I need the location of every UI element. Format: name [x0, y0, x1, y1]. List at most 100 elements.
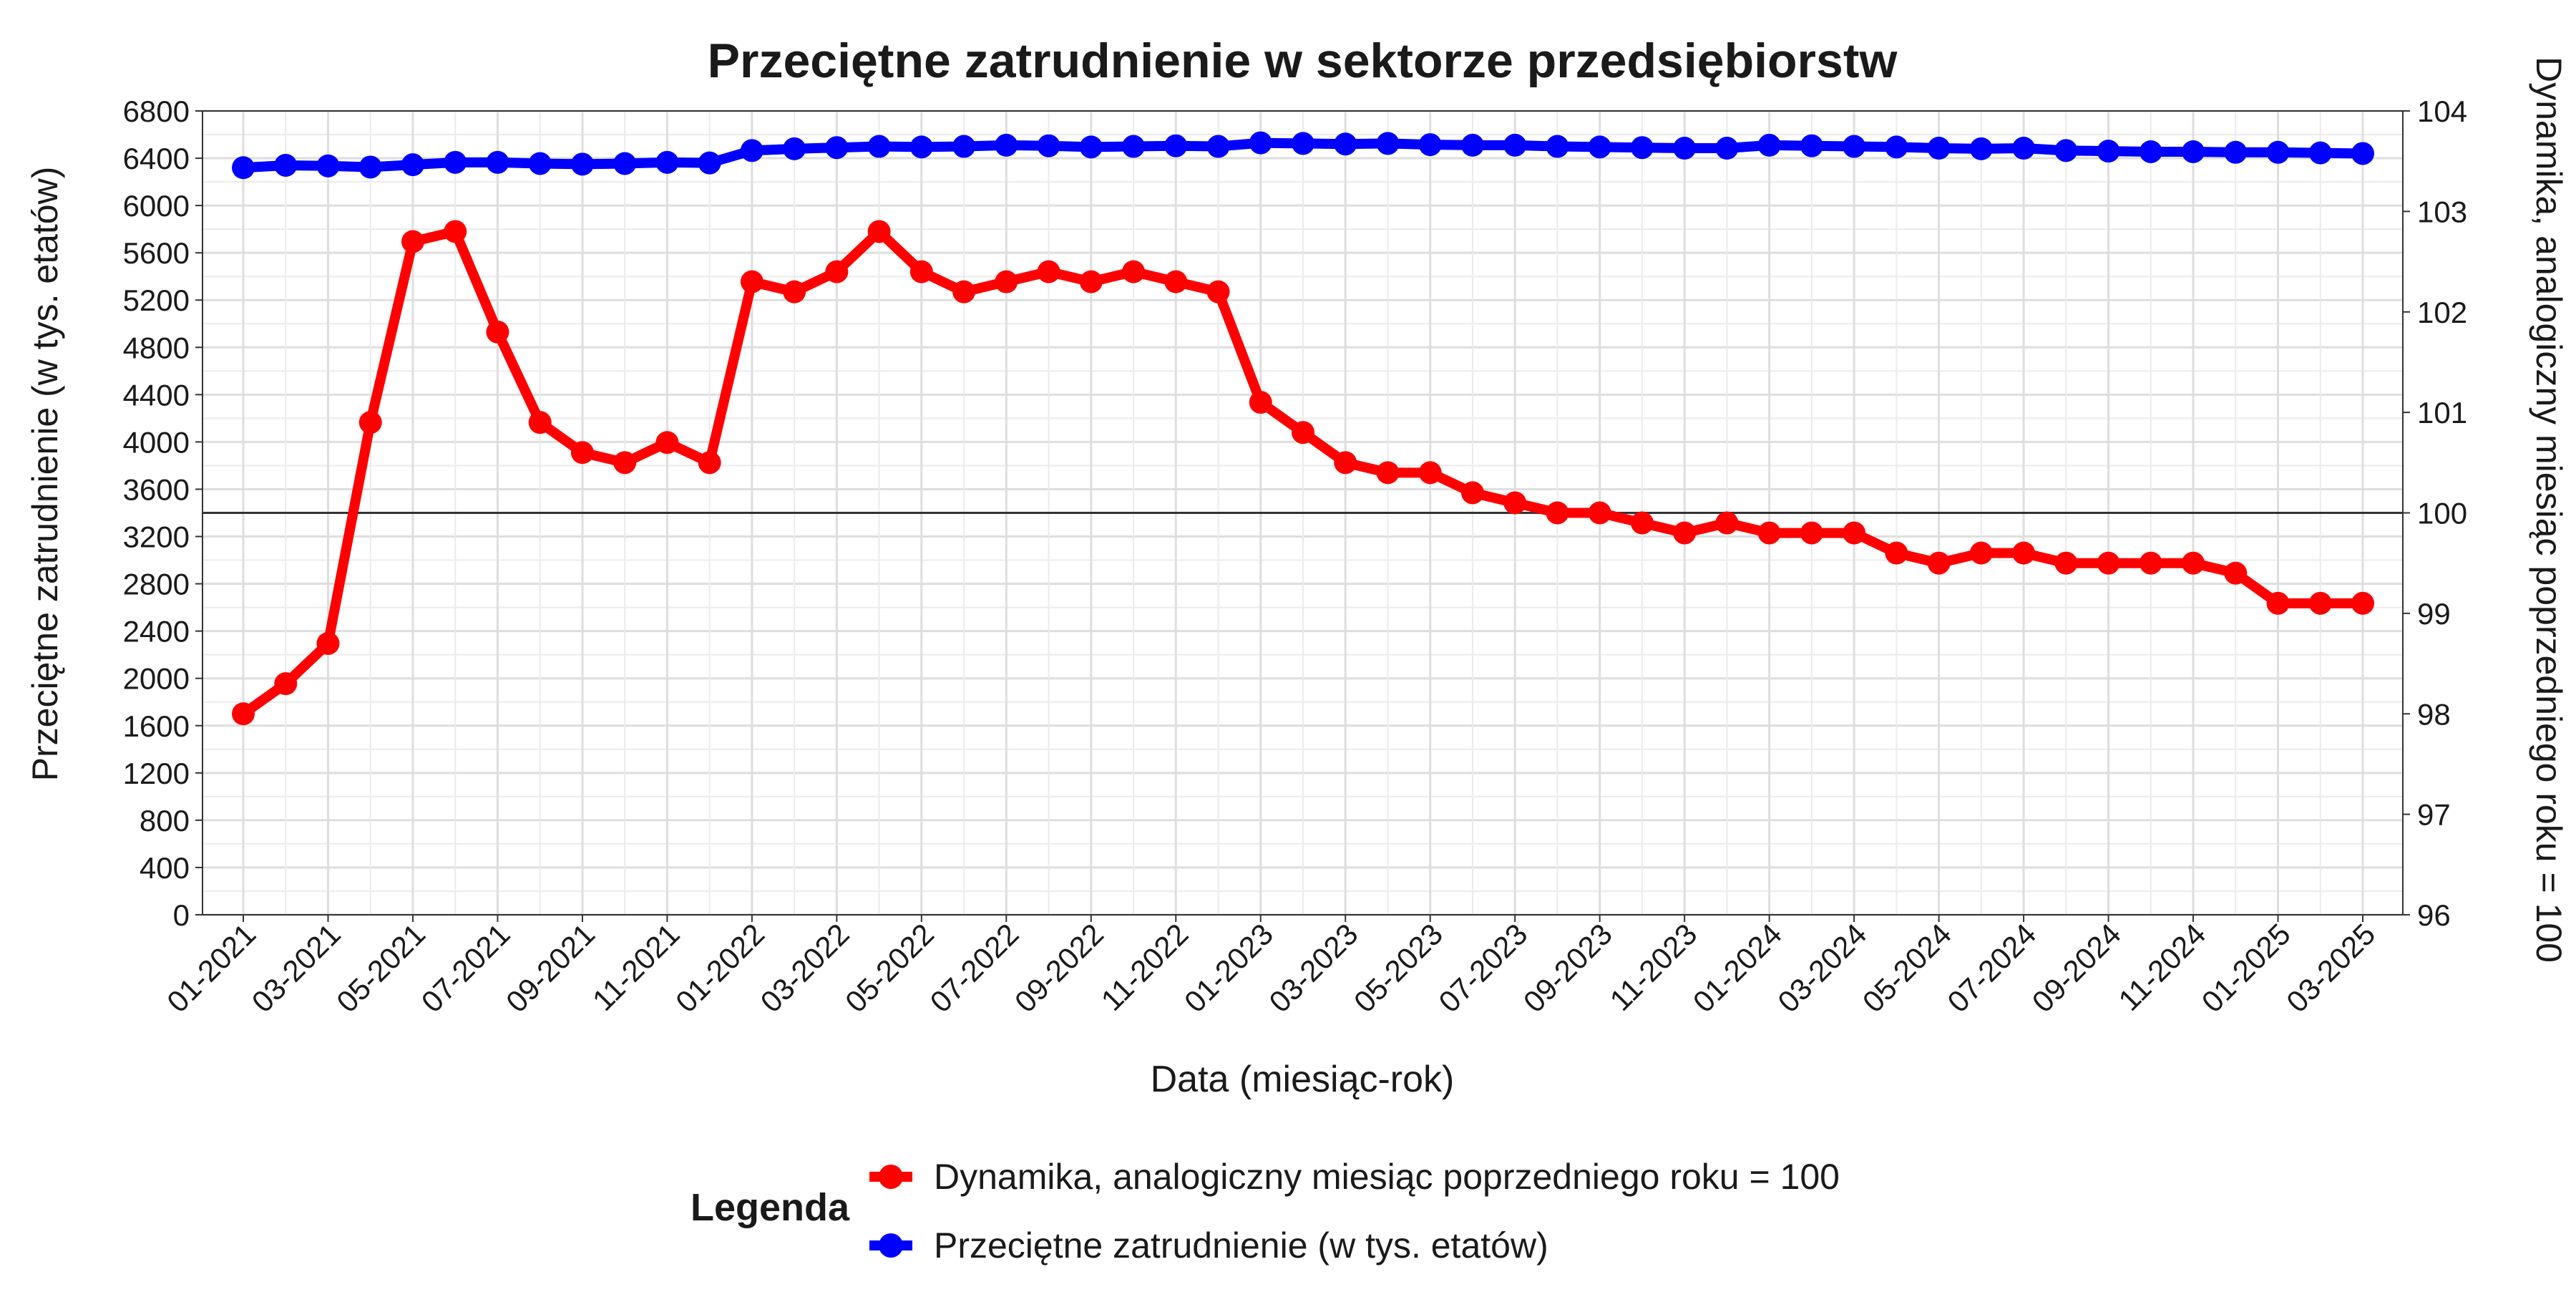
data-point	[995, 270, 1018, 293]
data-point	[1969, 541, 1993, 565]
data-point	[867, 220, 891, 243]
legend-label: Dynamika, analogiczny miesiąc poprzednie…	[934, 1157, 1840, 1197]
data-point	[1630, 511, 1654, 535]
legend-swatch-marker	[879, 1233, 903, 1258]
y-left-tick-label: 2400	[123, 615, 190, 649]
data-point	[909, 135, 933, 159]
y-left-tick-label: 800	[140, 804, 190, 837]
data-point	[1206, 135, 1230, 158]
data-point	[274, 153, 298, 177]
y-right-tick-label: 98	[2417, 697, 2451, 731]
data-point	[1292, 132, 1314, 155]
y-left-tick-label: 6800	[123, 94, 190, 128]
data-point	[1249, 131, 1272, 155]
y-left-tick-label: 4800	[123, 331, 190, 364]
data-point	[1927, 137, 1951, 160]
chart-title: Przeciętne zatrudnienie w sektorze przed…	[708, 34, 1898, 88]
data-point	[528, 152, 552, 175]
data-point	[1418, 461, 1442, 485]
data-point	[1673, 137, 1697, 160]
y-right-tick-label: 102	[2417, 296, 2467, 329]
y-right-tick-label: 104	[2417, 94, 2467, 128]
data-point	[401, 153, 424, 177]
data-point	[1588, 501, 1611, 525]
y-axis-right-label: Dynamika, analogiczny miesiąc poprzednie…	[2529, 57, 2569, 963]
data-point	[2308, 591, 2332, 615]
data-point	[2139, 551, 2162, 575]
data-point	[1757, 521, 1781, 545]
data-point	[316, 154, 340, 178]
data-point	[1588, 135, 1611, 159]
y-left-tick-label: 400	[140, 851, 190, 885]
legend-item-dynamika: Dynamika, analogiczny miesiąc poprzednie…	[869, 1157, 1840, 1197]
y-right-tick-label: 103	[2417, 195, 2467, 228]
y-left-tick-label: 0	[173, 898, 190, 932]
data-point	[2266, 140, 2290, 164]
data-point	[444, 150, 467, 174]
data-point	[401, 230, 424, 253]
y-left-tick-label: 4000	[123, 425, 190, 459]
y-left-tick-label: 3600	[123, 472, 190, 506]
data-point	[232, 156, 255, 180]
data-point	[740, 270, 763, 293]
data-point	[1376, 461, 1400, 485]
data-point	[995, 133, 1018, 157]
data-point	[2182, 140, 2205, 163]
data-point	[2308, 141, 2332, 165]
legend-title: Legenda	[691, 1186, 850, 1229]
data-point	[1249, 391, 1272, 414]
data-point	[2224, 561, 2248, 585]
data-point	[1122, 135, 1146, 158]
data-point	[1800, 521, 1823, 545]
data-point	[783, 137, 806, 160]
data-point	[1885, 135, 1908, 159]
data-point	[486, 150, 509, 174]
data-point	[570, 152, 594, 176]
data-point	[1206, 280, 1230, 303]
data-point	[1843, 521, 1866, 545]
data-point	[1418, 133, 1442, 157]
legend-label: Przeciętne zatrudnienie (w tys. etatów)	[934, 1225, 1548, 1266]
series-dynamika	[232, 220, 2374, 726]
data-point	[444, 220, 467, 243]
data-point	[570, 441, 594, 465]
series	[232, 131, 2374, 726]
data-point	[1927, 551, 1951, 575]
data-point	[1037, 260, 1060, 283]
data-point	[1757, 133, 1781, 157]
data-point	[1079, 270, 1103, 293]
data-point	[655, 431, 679, 455]
y-right-tick-label: 100	[2417, 497, 2467, 530]
data-point	[740, 139, 763, 162]
data-point	[1503, 491, 1527, 515]
data-point	[1546, 501, 1569, 525]
y-right-tick-label: 99	[2417, 597, 2451, 631]
data-point	[1164, 270, 1188, 293]
y-left-tick-label: 6000	[123, 189, 190, 223]
data-point	[1376, 132, 1400, 155]
data-point	[358, 411, 382, 434]
y-left-tick-label: 5600	[123, 236, 190, 270]
legend-swatch-marker	[879, 1165, 903, 1189]
data-point	[2054, 551, 2078, 575]
y-left-tick-label: 4400	[123, 378, 190, 412]
data-point	[2266, 591, 2290, 615]
data-point	[274, 672, 298, 696]
data-point	[1715, 137, 1739, 160]
data-point	[1503, 133, 1527, 157]
data-point	[655, 150, 679, 174]
data-point	[698, 451, 721, 475]
data-point	[2182, 551, 2205, 575]
data-point	[232, 702, 255, 726]
x-axis-label: Data (miesiąc-rok)	[1151, 1059, 1455, 1100]
y-left-tick-label: 2000	[123, 662, 190, 696]
data-point	[1460, 481, 1484, 505]
data-point	[2012, 541, 2036, 565]
data-point	[1334, 451, 1357, 475]
data-point	[825, 260, 849, 283]
data-point	[1079, 135, 1103, 159]
data-point	[2097, 140, 2120, 163]
data-point	[2351, 591, 2374, 615]
data-point	[909, 260, 933, 283]
data-point	[1122, 260, 1146, 283]
